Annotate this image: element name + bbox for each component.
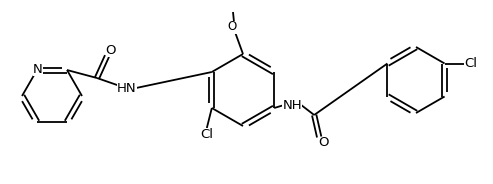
Text: Cl: Cl xyxy=(200,128,213,141)
Text: Cl: Cl xyxy=(464,57,477,70)
Text: NH: NH xyxy=(282,98,302,112)
Text: N: N xyxy=(33,63,43,75)
Text: O: O xyxy=(318,137,328,150)
Text: HN: HN xyxy=(117,82,137,95)
Text: O: O xyxy=(106,44,116,56)
Text: O: O xyxy=(227,20,237,33)
